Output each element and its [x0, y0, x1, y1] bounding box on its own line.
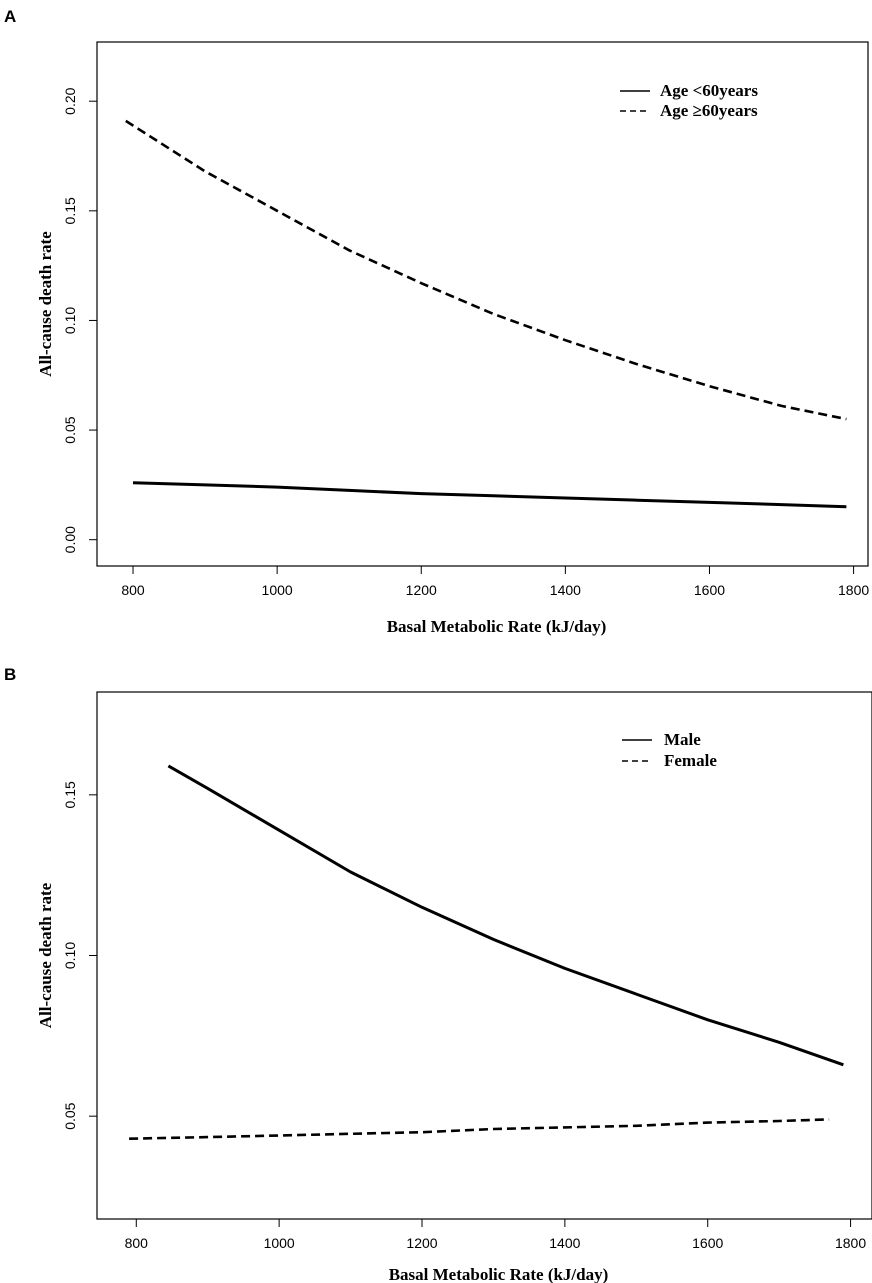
series-line-dashed — [129, 1118, 830, 1140]
y-tick-label: 0.00 — [62, 526, 78, 553]
x-tick-label: 1000 — [262, 582, 293, 598]
x-tick-label: 800 — [125, 1235, 149, 1251]
y-tick-label: 0.15 — [62, 197, 78, 224]
y-tick-label: 0.10 — [62, 307, 78, 334]
legend-label: Age ≥60years — [660, 101, 758, 120]
y-tick-label: 0.10 — [62, 942, 78, 969]
x-tick-label: 1600 — [692, 1235, 723, 1251]
y-axis: 0.05 0.10 0.15 — [62, 781, 97, 1130]
legend-label: Male — [664, 730, 701, 749]
y-tick-label: 0.20 — [62, 87, 78, 114]
x-tick-label: 1200 — [406, 1235, 437, 1251]
plot-frame — [96, 41, 869, 567]
legend-label: Age <60years — [660, 81, 758, 100]
x-tick-label: 1400 — [550, 582, 581, 598]
x-axis-title: Basal Metabolic Rate (kJ/day) — [389, 1265, 609, 1283]
series-line-solid — [132, 481, 847, 509]
series-line-solid — [167, 764, 844, 1067]
x-tick-label: 1800 — [838, 582, 869, 598]
series-line-dashed — [125, 119, 847, 421]
panel-label: A — [4, 7, 16, 26]
x-axis: 800 1000 1200 1400 1600 1800 — [121, 565, 869, 598]
y-axis-title: All-cause death rate — [36, 882, 55, 1028]
x-tick-label: 1800 — [835, 1235, 866, 1251]
y-tick-label: 0.05 — [62, 1102, 78, 1129]
chart-panel-b: B 800 1000 1200 1400 1600 1800 0.05 0.10 0.15 Basa… — [4, 665, 872, 1283]
x-tick-label: 1200 — [406, 582, 437, 598]
legend: Male Female — [622, 730, 717, 770]
plot-frame — [96, 691, 872, 1220]
x-tick-label: 800 — [121, 582, 145, 598]
y-axis: 0.00 0.05 0.10 0.15 0.20 — [62, 87, 97, 553]
y-tick-label: 0.15 — [62, 781, 78, 808]
legend-label: Female — [664, 751, 717, 770]
panel-label: B — [4, 665, 16, 684]
x-tick-label: 1000 — [264, 1235, 295, 1251]
x-axis: 800 1000 1200 1400 1600 1800 — [125, 1218, 866, 1251]
x-tick-label: 1400 — [549, 1235, 580, 1251]
y-axis-title: All-cause death rate — [36, 231, 55, 377]
chart-panel-a: A 800 1000 1200 1400 1600 1800 0.00 0.05 0.10 0.15… — [4, 7, 869, 636]
x-axis-title: Basal Metabolic Rate (kJ/day) — [387, 617, 607, 636]
y-tick-label: 0.05 — [62, 416, 78, 443]
x-tick-label: 1600 — [694, 582, 725, 598]
